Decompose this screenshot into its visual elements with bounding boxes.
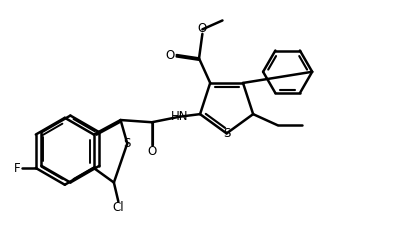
Text: S: S [223,127,230,140]
Text: O: O [197,22,207,35]
Text: S: S [123,137,131,150]
Text: O: O [165,49,174,61]
Text: F: F [14,162,20,174]
Text: HN: HN [170,110,188,123]
Text: Cl: Cl [112,201,124,214]
Text: O: O [147,145,156,158]
